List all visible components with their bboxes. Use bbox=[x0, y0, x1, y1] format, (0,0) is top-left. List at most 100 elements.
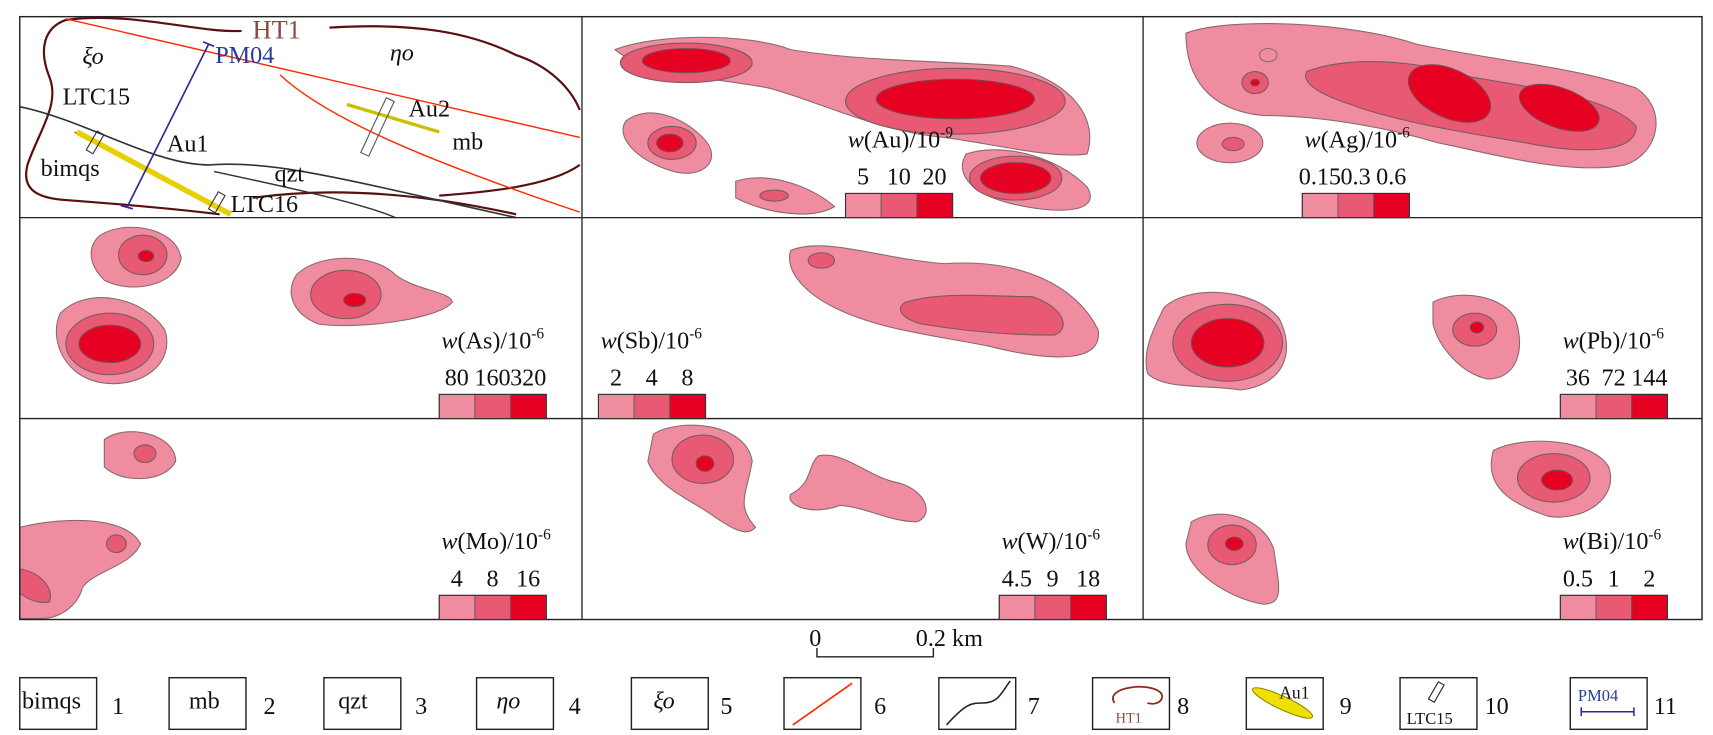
anomaly-panel-bi bbox=[1185, 440, 1612, 605]
panel-legend-ag: w(Ag)/10-6 0.15 0.3 0.6 bbox=[1299, 124, 1411, 219]
swatch-high bbox=[510, 393, 547, 420]
svg-text:7: 7 bbox=[1028, 693, 1040, 720]
swatch-mid bbox=[1595, 594, 1633, 621]
svg-text:11: 11 bbox=[1654, 693, 1677, 720]
swatch-high bbox=[1373, 192, 1410, 219]
swatch-mid bbox=[474, 393, 512, 420]
swatch-low bbox=[438, 594, 476, 621]
threshold-label: 0.5 bbox=[1563, 566, 1593, 593]
swatch-high bbox=[669, 393, 707, 420]
label-qzt: qzt bbox=[275, 160, 305, 187]
svg-text:5: 5 bbox=[720, 693, 732, 720]
anomaly-panel-sb bbox=[789, 245, 1099, 358]
map-legend: bimqs 1 mb 2 qzt 3 ηο 4 ξο 5 6 7 HT1 8 Au1 9 LT… bbox=[19, 676, 1677, 731]
panel-legend-au: w(Au)/10-9 5 10 20 bbox=[844, 124, 954, 219]
swatch-low bbox=[844, 192, 882, 219]
threshold-label: 4 bbox=[451, 566, 463, 593]
swatch-low bbox=[438, 393, 476, 420]
swatch-mid bbox=[880, 192, 918, 219]
panel-legend-w: w(W)/10-6 4.5 9 18 bbox=[998, 526, 1107, 621]
threshold-label: 8 bbox=[681, 365, 693, 392]
label-ltc16: LTC16 bbox=[231, 191, 299, 218]
swatch-mid bbox=[633, 393, 671, 420]
legend-item-4: ηο 4 bbox=[475, 676, 581, 731]
panel-legend-as: w(As)/10-6 80 160 320 bbox=[438, 325, 547, 420]
legend-item-3: qzt 3 bbox=[323, 676, 427, 731]
svg-text:HT1: HT1 bbox=[1116, 711, 1142, 727]
swatch-mid bbox=[1595, 393, 1633, 420]
threshold-label: 0.15 bbox=[1299, 164, 1341, 191]
threshold-label: 320 bbox=[510, 365, 546, 392]
threshold-label: 8 bbox=[486, 566, 498, 593]
svg-text:9: 9 bbox=[1340, 693, 1352, 720]
threshold-label: 20 bbox=[922, 164, 946, 191]
svg-text:10: 10 bbox=[1485, 693, 1509, 720]
panel-title: w(Au)/10-9 bbox=[848, 124, 954, 153]
scale-bar: 0 0.2 km bbox=[809, 625, 983, 658]
threshold-label: 16 bbox=[516, 566, 540, 593]
svg-text:ηο: ηο bbox=[496, 687, 520, 714]
anomaly-panel-w bbox=[647, 424, 927, 533]
svg-text:2: 2 bbox=[264, 693, 276, 720]
anomaly-panel-pb bbox=[1145, 291, 1520, 391]
scale-start: 0 bbox=[809, 625, 821, 652]
legend-item-6-fault: 6 bbox=[783, 676, 886, 731]
legend-item-10-trench: LTC15 10 bbox=[1399, 676, 1509, 731]
label-eta-o: ηο bbox=[390, 40, 414, 67]
legend-item-2: mb 2 bbox=[168, 676, 276, 731]
anomaly-panel-mo bbox=[19, 431, 177, 619]
svg-text:1: 1 bbox=[112, 693, 124, 720]
swatch-high bbox=[1631, 393, 1668, 420]
label-ht1: HT1 bbox=[253, 16, 301, 45]
threshold-label: 0.3 bbox=[1340, 164, 1370, 191]
orebody-au1 bbox=[75, 129, 232, 217]
panel-title: w(Bi)/10-6 bbox=[1563, 526, 1662, 555]
fault-line bbox=[65, 18, 580, 139]
threshold-label: 18 bbox=[1076, 566, 1100, 593]
svg-text:Au1: Au1 bbox=[1279, 683, 1309, 703]
label-au1: Au1 bbox=[167, 131, 209, 158]
svg-text:3: 3 bbox=[415, 693, 427, 720]
geology-panel: HT1 PM04 ξο ηο LTC15 Au2 Au1 mb bimqs qz… bbox=[19, 16, 581, 219]
anomaly-panel-ag bbox=[1185, 23, 1657, 169]
legend-item-7-contact: 7 bbox=[938, 676, 1040, 731]
legend-item-11-profile: PM04 11 bbox=[1569, 676, 1677, 731]
panel-legend-pb: w(Pb)/10-6 36 72 144 bbox=[1559, 325, 1668, 420]
panel-title: w(Sb)/10-6 bbox=[601, 325, 703, 354]
panel-legend-sb: w(Sb)/10-6 2 4 8 bbox=[597, 325, 707, 420]
legend-item-8-ht1: HT1 8 bbox=[1091, 676, 1189, 731]
threshold-label: 80 bbox=[445, 365, 469, 392]
threshold-label: 2 bbox=[610, 365, 622, 392]
label-ltc15: LTC15 bbox=[63, 84, 131, 111]
swatch-low bbox=[1559, 393, 1597, 420]
label-au2: Au2 bbox=[408, 96, 450, 123]
svg-text:6: 6 bbox=[874, 693, 886, 720]
svg-text:8: 8 bbox=[1177, 693, 1189, 720]
legend-item-1: bimqs 1 bbox=[19, 676, 124, 731]
label-pm04: PM04 bbox=[215, 42, 274, 69]
swatch-low bbox=[597, 393, 635, 420]
threshold-label: 0.6 bbox=[1376, 164, 1406, 191]
anomaly-panel-au bbox=[613, 36, 1091, 215]
panel-legend-mo: w(Mo)/10-6 4 8 16 bbox=[438, 526, 551, 621]
map-frame bbox=[19, 15, 1703, 621]
label-mb: mb bbox=[452, 129, 483, 156]
panel-title: w(W)/10-6 bbox=[1001, 526, 1100, 555]
panel-legend-bi: w(Bi)/10-6 0.5 1 2 bbox=[1559, 526, 1668, 621]
svg-text:ξο: ξο bbox=[653, 687, 674, 714]
threshold-label: 160 bbox=[474, 365, 510, 392]
threshold-label: 2 bbox=[1643, 566, 1655, 593]
swatch-high bbox=[1631, 594, 1668, 621]
profile-pm04 bbox=[126, 43, 210, 208]
label-bimqs: bimqs bbox=[41, 155, 100, 182]
threshold-label: 9 bbox=[1046, 566, 1058, 593]
panel-title: w(Ag)/10-6 bbox=[1305, 124, 1411, 153]
threshold-label: 4.5 bbox=[1002, 566, 1032, 593]
orebody-au2 bbox=[346, 102, 440, 134]
swatch-high bbox=[1070, 594, 1107, 621]
threshold-label: 5 bbox=[857, 164, 869, 191]
panel-title: w(Pb)/10-6 bbox=[1563, 325, 1665, 354]
legend-item-5: ξο 5 bbox=[630, 676, 732, 731]
threshold-label: 10 bbox=[887, 164, 911, 191]
